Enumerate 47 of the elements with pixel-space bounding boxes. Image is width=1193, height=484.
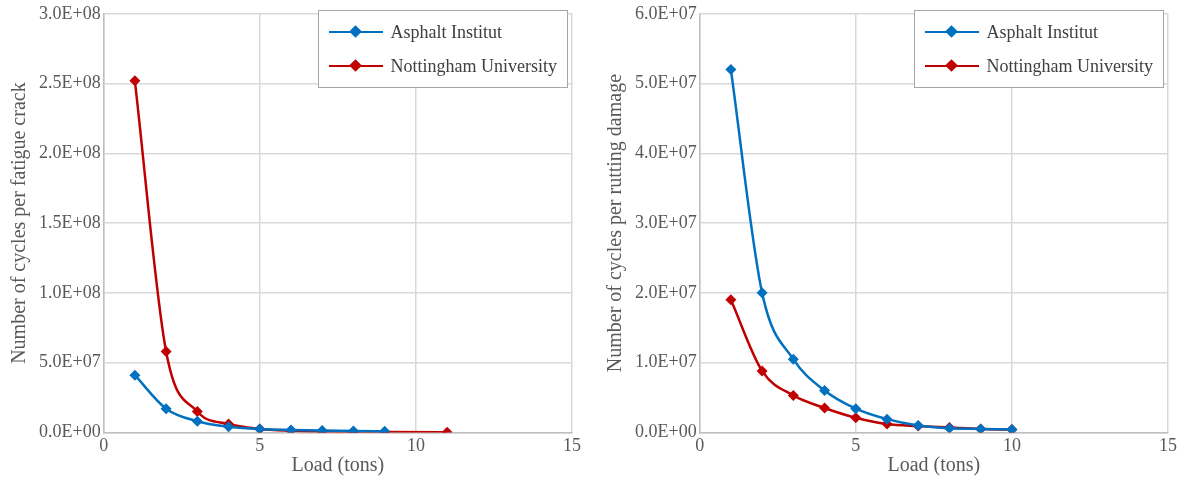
- y-tick-label: 2.0E+08: [38, 142, 101, 163]
- legend-label: Asphalt Institut: [390, 21, 503, 43]
- point: [819, 385, 831, 397]
- y-tick-label: 1.5E+08: [38, 211, 101, 232]
- point: [881, 413, 893, 425]
- point: [850, 403, 862, 415]
- point: [160, 403, 172, 415]
- y-tick-label: 0.0E+00: [38, 421, 101, 442]
- x-tick-label: 10: [1002, 434, 1021, 455]
- point: [129, 369, 141, 381]
- legend-label: Nottingham University: [390, 55, 557, 77]
- y-tick-label: 3.0E+08: [38, 2, 101, 23]
- x-tick-label: 15: [1159, 434, 1177, 455]
- x-tick-label: 5: [255, 434, 265, 455]
- y-tick-label: 1.0E+08: [38, 281, 101, 302]
- y-tick-label: 5.0E+07: [38, 351, 101, 372]
- y-tick-label: 0.0E+00: [634, 421, 697, 442]
- point: [756, 287, 768, 299]
- point: [725, 294, 737, 306]
- y-axis-title: Number of cycles per rutting damage: [603, 73, 627, 373]
- point: [756, 365, 768, 377]
- x-tick-label: 15: [563, 434, 581, 455]
- point: [725, 64, 737, 76]
- point: [819, 402, 831, 414]
- point: [850, 412, 862, 424]
- point: [129, 75, 141, 87]
- y-tick-label: 6.0E+07: [634, 2, 697, 23]
- point: [787, 389, 799, 401]
- legend-label: Asphalt Institut: [986, 21, 1099, 43]
- x-tick-label: 0: [99, 434, 109, 455]
- y-tick-label: 1.0E+07: [634, 351, 697, 372]
- point: [191, 415, 203, 427]
- y-tick-label: 4.0E+07: [634, 142, 697, 163]
- y-tick-label: 5.0E+07: [634, 72, 697, 93]
- x-tick-label: 10: [406, 434, 425, 455]
- y-axis-title: Number of cycles per fatigue crack: [7, 82, 31, 364]
- y-tick-label: 2.0E+07: [634, 281, 697, 302]
- point: [191, 405, 203, 417]
- x-axis-title: Load (tons): [887, 453, 981, 477]
- point: [787, 353, 799, 365]
- y-tick-label: 3.0E+07: [634, 211, 697, 232]
- x-axis-title: Load (tons): [291, 453, 385, 477]
- x-tick-label: 0: [695, 434, 705, 455]
- legend-label: Nottingham University: [986, 55, 1153, 77]
- x-tick-label: 5: [851, 434, 861, 455]
- point: [160, 345, 172, 357]
- y-tick-label: 2.5E+08: [38, 72, 101, 93]
